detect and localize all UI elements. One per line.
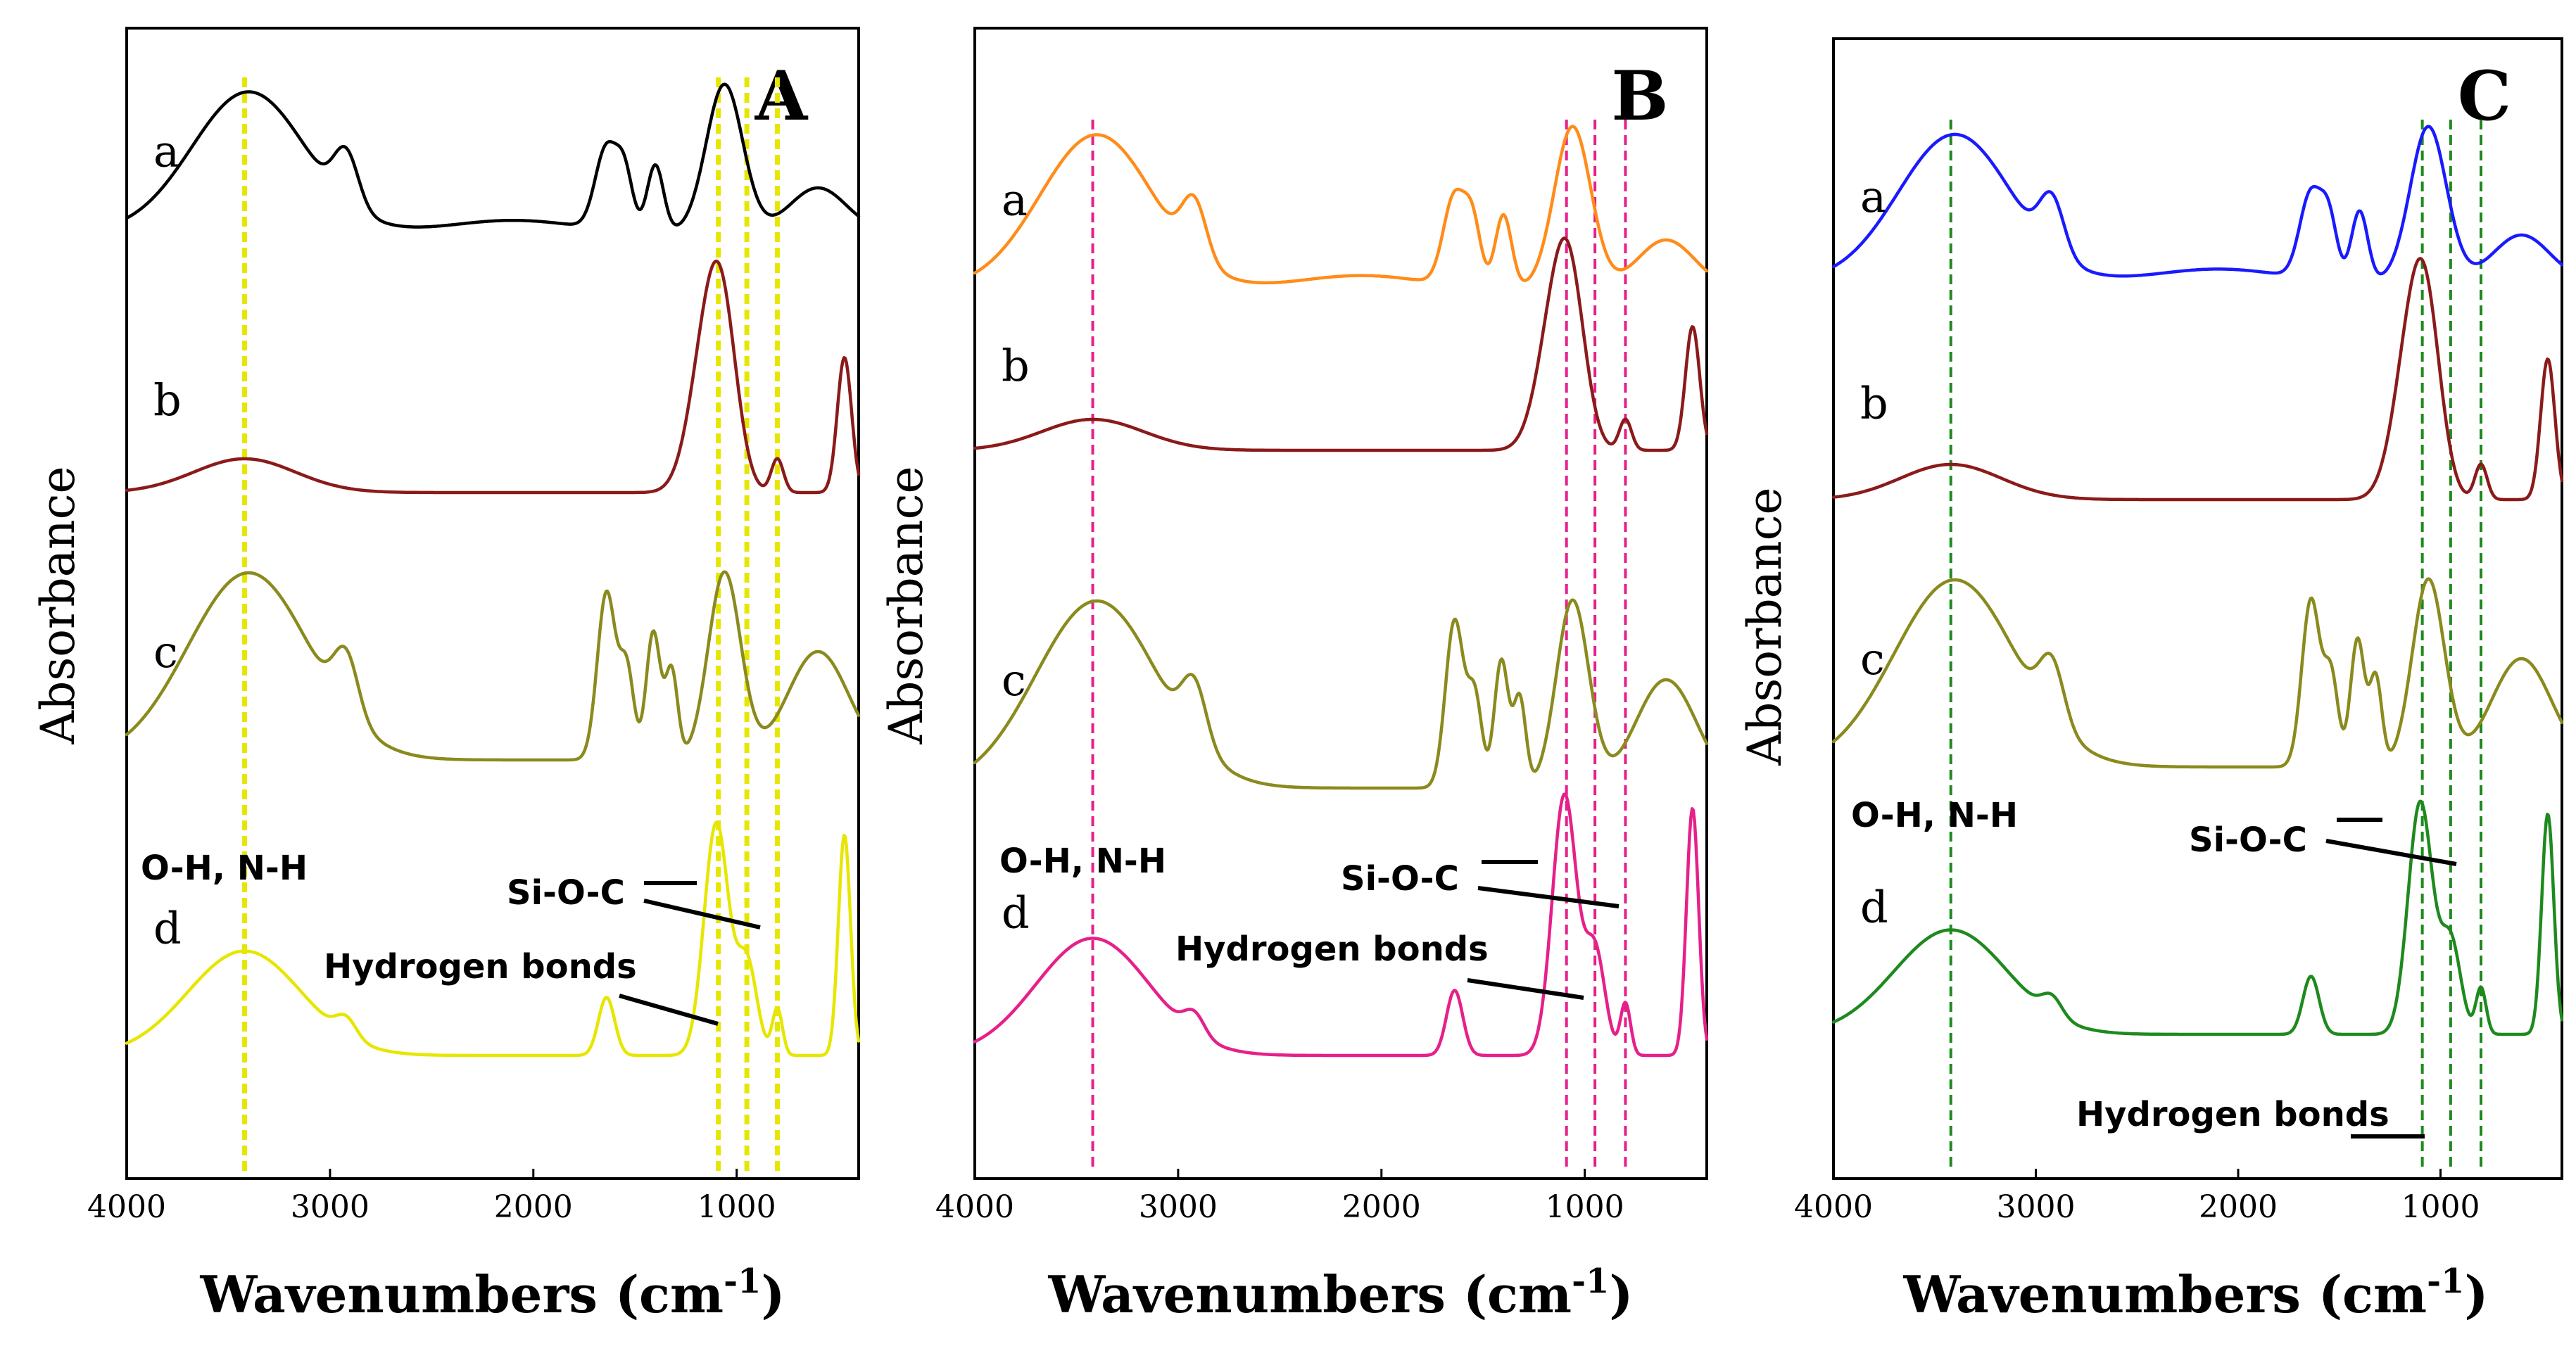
panel-b-siloc-arrow-2 xyxy=(1477,886,1620,908)
x-tick-label-1000: 1000 xyxy=(697,1189,776,1225)
panel-c-hbond-annotation: Hydrogen bonds xyxy=(2076,1095,2389,1134)
curve-label-b: b xyxy=(1860,378,1888,429)
panel-c-siloc-annotation: Si-O-C xyxy=(2189,820,2307,860)
x-tick-label-3000: 3000 xyxy=(1139,1189,1218,1225)
panel-a-spectra: a b c d xyxy=(125,82,861,1058)
x-tick-label-4000: 4000 xyxy=(1794,1189,1873,1225)
curve-label-b: b xyxy=(1002,340,1030,391)
x-tick-label-4000: 4000 xyxy=(935,1189,1014,1225)
panel-b-guide-lines xyxy=(1091,120,1627,1172)
panel-c-frame xyxy=(1832,37,2563,1180)
panel-a-ohnh-annotation: O-H, N-H xyxy=(141,849,308,888)
panel-c-guide-lines xyxy=(1949,120,2482,1172)
panel-a-frame xyxy=(125,27,860,1180)
spectrum-c xyxy=(973,598,1709,790)
panel-a-hbond-arrow xyxy=(619,994,719,1026)
spectrum-c xyxy=(125,570,861,762)
curve-label-d: d xyxy=(153,903,182,954)
spectrum-b xyxy=(1831,257,2564,502)
curve-label-b: b xyxy=(153,374,182,426)
curve-label-a: a xyxy=(153,126,179,177)
spectrum-a xyxy=(1831,125,2564,278)
x-tick-label-1000: 1000 xyxy=(1546,1189,1624,1225)
spectrum-d xyxy=(125,820,861,1058)
spectrum-c xyxy=(1831,577,2564,769)
curve-label-d: d xyxy=(1002,887,1030,939)
panel-b-hbond-annotation: Hydrogen bonds xyxy=(1175,930,1489,969)
panel-a-ylabel: Absorbance xyxy=(31,466,85,744)
panel-b-ohnh-annotation: O-H, N-H xyxy=(999,842,1166,881)
curve-label-d: d xyxy=(1860,882,1888,933)
x-tick-label-2000: 2000 xyxy=(494,1189,573,1225)
x-tick-label-4000: 4000 xyxy=(87,1189,166,1225)
panel-b-hbond-arrow xyxy=(1467,978,1584,1000)
x-tick-label-2000: 2000 xyxy=(1342,1189,1421,1225)
panel-c-ohnh-annotation: O-H, N-H xyxy=(1851,796,2018,835)
panel-a-siloc-annotation: Si-O-C xyxy=(507,873,625,913)
panel-b: Absorbance B a b c d 4000 3000 2000 1000 Waven… xyxy=(879,27,1709,1324)
spectrum-a xyxy=(973,125,1709,285)
panel-c-xlabel: Wavenumbers (cm-1) xyxy=(1903,1262,2489,1324)
panel-a: Absorbance A a b c d 4000 3000 2000 1000 Waven… xyxy=(31,27,861,1324)
panel-c: Absorbance C a b c d 4000 3000 2000 1000 Waven… xyxy=(1738,37,2564,1324)
panel-c-spectra: a b c d xyxy=(1831,125,2564,1036)
curve-label-a: a xyxy=(1002,175,1028,226)
panel-b-spectra: a b c d xyxy=(973,125,1709,1058)
panel-a-hbond-annotation: Hydrogen bonds xyxy=(324,947,637,987)
panel-b-siloc-annotation: Si-O-C xyxy=(1341,859,1459,899)
spectrum-d xyxy=(1831,799,2564,1036)
curve-label-c: c xyxy=(1002,654,1026,706)
panel-a-xlabel: Wavenumbers (cm-1) xyxy=(200,1262,785,1324)
x-tick-label-3000: 3000 xyxy=(291,1189,370,1225)
panel-c-ylabel: Absorbance xyxy=(1738,487,1792,766)
curve-label-c: c xyxy=(153,626,178,678)
spectrum-b xyxy=(973,236,1709,452)
panel-c-siloc-arrow-2 xyxy=(2325,839,2457,866)
panel-b-frame xyxy=(973,27,1708,1180)
panel-c-x-ticks: 4000 3000 2000 1000 xyxy=(1794,1169,2480,1225)
panel-b-letter: B xyxy=(1611,56,1668,136)
spectrum-a xyxy=(125,82,861,229)
panel-b-xlabel: Wavenumbers (cm-1) xyxy=(1048,1262,1634,1324)
spectrum-b xyxy=(125,259,861,495)
curve-label-a: a xyxy=(1860,171,1886,222)
curve-label-c: c xyxy=(1860,633,1885,685)
x-tick-label-2000: 2000 xyxy=(2199,1189,2278,1225)
x-tick-label-1000: 1000 xyxy=(2401,1189,2480,1225)
x-tick-label-3000: 3000 xyxy=(1997,1189,2076,1225)
spectrum-d xyxy=(973,792,1709,1058)
panel-b-ylabel: Absorbance xyxy=(879,466,933,744)
panel-a-siloc-arrow-2 xyxy=(643,899,761,930)
panel-a-letter: A xyxy=(755,56,809,136)
panel-a-x-ticks: 4000 3000 2000 1000 xyxy=(87,1169,776,1225)
panel-a-guide-lines xyxy=(242,77,780,1172)
panel-b-x-ticks: 4000 3000 2000 1000 xyxy=(935,1169,1624,1225)
panel-c-letter: C xyxy=(2458,56,2511,136)
